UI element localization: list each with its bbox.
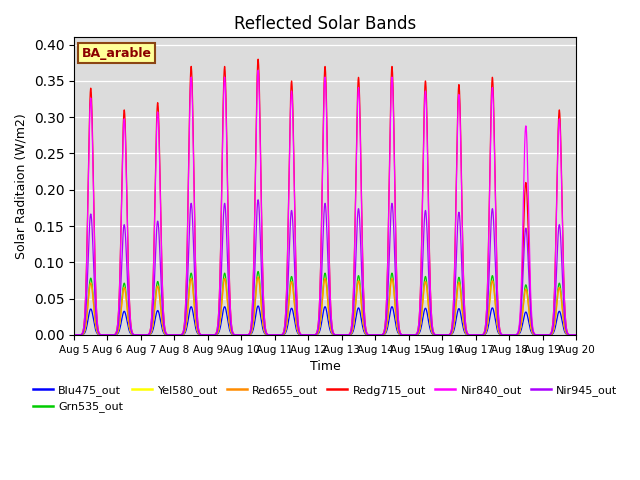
Blu475_out	[263, 332, 271, 337]
Yel580_out	[508, 332, 516, 338]
Red655_out	[572, 332, 580, 338]
Grn535_out	[285, 302, 292, 308]
Line: Redg715_out: Redg715_out	[74, 59, 576, 335]
Nir840_out	[563, 325, 570, 331]
Yel580_out	[127, 331, 135, 336]
Yel580_out	[157, 310, 165, 316]
Red655_out	[70, 332, 78, 338]
Line: Blu475_out: Blu475_out	[74, 306, 576, 335]
Grn535_out	[263, 332, 271, 337]
Grn535_out	[563, 330, 570, 336]
Yel580_out	[572, 332, 580, 338]
Line: Yel580_out: Yel580_out	[74, 277, 576, 335]
Y-axis label: Solar Raditaion (W/m2): Solar Raditaion (W/m2)	[15, 113, 28, 259]
Nir945_out	[127, 329, 135, 335]
Blu475_out	[572, 332, 580, 338]
Red655_out	[563, 331, 570, 336]
Redg715_out	[157, 227, 165, 233]
Yel580_out	[254, 274, 262, 280]
Nir840_out	[285, 208, 292, 214]
Red655_out	[508, 332, 516, 338]
Grn535_out	[127, 330, 135, 336]
Redg715_out	[285, 203, 292, 208]
Blu475_out	[157, 321, 165, 327]
Redg715_out	[572, 332, 580, 338]
Yel580_out	[263, 332, 271, 337]
Red655_out	[285, 305, 292, 311]
Nir840_out	[70, 332, 78, 338]
Legend: Blu475_out, Grn535_out, Yel580_out, Red655_out, Redg715_out, Nir840_out, Nir945_: Blu475_out, Grn535_out, Yel580_out, Red6…	[28, 381, 622, 417]
Nir840_out	[508, 332, 516, 338]
Blu475_out	[70, 332, 78, 338]
Line: Nir945_out: Nir945_out	[74, 200, 576, 335]
Text: BA_arable: BA_arable	[81, 47, 152, 60]
Title: Reflected Solar Bands: Reflected Solar Bands	[234, 15, 416, 33]
Redg715_out	[254, 56, 262, 62]
Redg715_out	[70, 332, 78, 338]
Redg715_out	[508, 332, 516, 338]
Blu475_out	[127, 331, 135, 337]
Nir840_out	[254, 67, 262, 73]
Yel580_out	[70, 332, 78, 338]
Nir840_out	[572, 332, 580, 338]
X-axis label: Time: Time	[310, 360, 340, 373]
Nir945_out	[572, 332, 580, 338]
Redg715_out	[563, 325, 570, 331]
Nir945_out	[254, 197, 262, 203]
Line: Grn535_out: Grn535_out	[74, 272, 576, 335]
Grn535_out	[157, 308, 165, 313]
Red655_out	[254, 274, 262, 280]
Grn535_out	[70, 332, 78, 338]
Line: Red655_out: Red655_out	[74, 277, 576, 335]
Blu475_out	[508, 332, 516, 338]
Nir945_out	[157, 281, 165, 287]
Nir945_out	[563, 328, 570, 334]
Yel580_out	[285, 305, 292, 311]
Grn535_out	[254, 269, 262, 275]
Nir840_out	[157, 231, 165, 237]
Nir840_out	[127, 325, 135, 331]
Line: Nir840_out: Nir840_out	[74, 70, 576, 335]
Nir945_out	[70, 332, 78, 338]
Red655_out	[127, 331, 135, 336]
Redg715_out	[263, 330, 271, 336]
Nir945_out	[263, 331, 271, 337]
Blu475_out	[285, 318, 292, 324]
Nir945_out	[508, 332, 516, 338]
Red655_out	[263, 332, 271, 337]
Grn535_out	[508, 332, 516, 338]
Redg715_out	[127, 325, 135, 331]
Blu475_out	[563, 331, 570, 337]
Nir945_out	[285, 268, 292, 274]
Yel580_out	[563, 331, 570, 336]
Grn535_out	[572, 332, 580, 338]
Nir840_out	[263, 331, 271, 336]
Blu475_out	[254, 303, 262, 309]
Red655_out	[157, 310, 165, 316]
